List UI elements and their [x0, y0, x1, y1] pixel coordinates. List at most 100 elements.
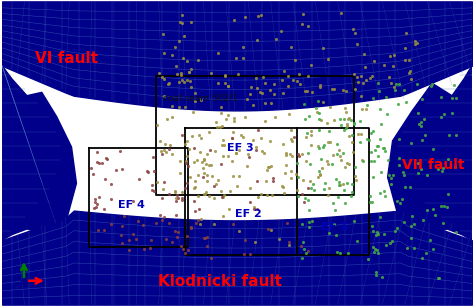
- Polygon shape: [388, 66, 472, 240]
- Point: [225, 84, 232, 88]
- Point: [426, 238, 434, 243]
- Point: [178, 77, 186, 82]
- Point: [316, 85, 324, 90]
- Point: [168, 239, 176, 244]
- Point: [440, 204, 447, 209]
- Point: [405, 70, 413, 75]
- Point: [329, 152, 337, 157]
- Point: [348, 182, 356, 187]
- Point: [438, 95, 445, 99]
- Point: [194, 194, 202, 199]
- Point: [194, 58, 201, 62]
- Point: [369, 128, 377, 133]
- Point: [154, 122, 161, 127]
- Point: [171, 189, 178, 194]
- Point: [150, 189, 157, 194]
- Point: [237, 133, 245, 138]
- Point: [182, 141, 189, 146]
- Point: [191, 208, 199, 213]
- Point: [150, 168, 157, 173]
- Point: [279, 90, 287, 95]
- Point: [357, 73, 365, 78]
- Point: [369, 229, 376, 233]
- Point: [452, 132, 460, 137]
- Point: [161, 215, 168, 220]
- Point: [335, 183, 343, 188]
- Point: [241, 237, 249, 242]
- Point: [206, 129, 213, 134]
- Point: [257, 13, 265, 17]
- Point: [108, 196, 115, 201]
- Point: [188, 133, 196, 138]
- Point: [371, 158, 378, 163]
- Point: [290, 135, 298, 140]
- Point: [381, 232, 388, 237]
- Point: [283, 153, 290, 158]
- Point: [258, 91, 265, 95]
- Point: [300, 240, 307, 245]
- Point: [186, 175, 194, 180]
- Point: [172, 196, 179, 201]
- Point: [261, 100, 268, 105]
- Point: [295, 72, 303, 76]
- Point: [304, 185, 311, 190]
- Point: [394, 102, 401, 107]
- Point: [246, 251, 254, 256]
- Point: [337, 154, 344, 159]
- Point: [325, 129, 333, 134]
- Point: [410, 222, 418, 227]
- Point: [347, 118, 355, 122]
- Point: [187, 224, 195, 229]
- Point: [178, 198, 185, 203]
- Point: [341, 200, 348, 205]
- Point: [87, 166, 95, 171]
- Point: [300, 200, 308, 204]
- Point: [145, 169, 152, 174]
- Point: [270, 175, 277, 180]
- Point: [183, 153, 191, 158]
- Point: [224, 154, 232, 159]
- Point: [348, 189, 356, 194]
- Point: [221, 81, 229, 86]
- Point: [380, 146, 387, 151]
- Point: [386, 53, 394, 58]
- Point: [329, 201, 337, 206]
- Point: [359, 81, 366, 86]
- Point: [434, 275, 441, 280]
- Point: [171, 229, 178, 234]
- Point: [336, 116, 344, 121]
- Point: [287, 176, 294, 181]
- Point: [299, 222, 306, 226]
- Point: [103, 157, 111, 162]
- Point: [330, 86, 338, 91]
- Point: [330, 222, 337, 227]
- Point: [278, 28, 285, 33]
- Point: [205, 194, 213, 199]
- Point: [359, 159, 367, 164]
- Point: [419, 97, 426, 102]
- Point: [421, 132, 428, 137]
- Point: [203, 179, 210, 184]
- Point: [316, 145, 323, 150]
- Point: [232, 151, 239, 156]
- Point: [176, 158, 184, 163]
- Point: [320, 187, 328, 192]
- Point: [337, 123, 345, 128]
- Point: [282, 171, 289, 176]
- Point: [429, 207, 437, 211]
- Point: [280, 69, 288, 74]
- Point: [159, 75, 166, 80]
- Point: [179, 247, 186, 252]
- Point: [146, 246, 154, 251]
- Point: [408, 223, 415, 228]
- Point: [336, 183, 343, 188]
- Point: [125, 247, 133, 252]
- Point: [155, 71, 163, 76]
- Point: [191, 91, 199, 95]
- Point: [165, 80, 173, 85]
- Point: [297, 244, 305, 248]
- Point: [294, 194, 301, 199]
- Point: [370, 59, 377, 64]
- Point: [99, 160, 106, 165]
- Point: [191, 160, 198, 165]
